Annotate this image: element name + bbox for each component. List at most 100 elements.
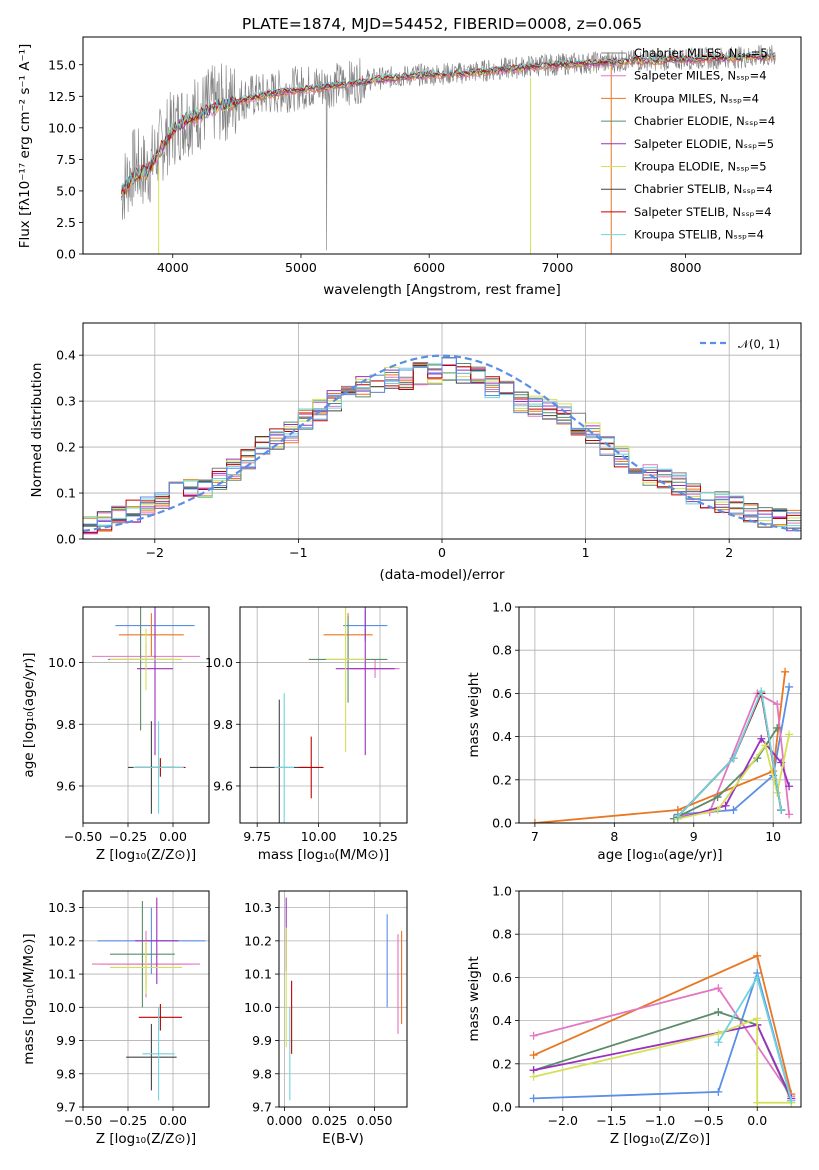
z-weight-ytick-label: 0.4 [492,1013,512,1028]
mass-age-xtick-label: 10.00 [301,829,337,844]
legend-entry: Kroupa MILES, Nₛₛₚ=4 [634,91,759,105]
z-weight-point-marker [714,1029,723,1038]
age-weight-point-marker [773,700,782,709]
residual-xtick-label: 1 [582,545,590,560]
legend-entry: Salpeter ELODIE, Nₛₛₚ=5 [634,137,774,151]
z-weight-point-marker [714,1038,723,1047]
z-age-ytick-label: 10.0 [48,655,76,670]
age-weight-xtick-label: 8 [610,829,618,844]
mass-age-ytick-label: 9.6 [213,778,233,793]
age-weight-point-marker [729,754,738,763]
age-weight-frame [518,606,802,824]
age-weight-point-marker [785,682,794,691]
gaussian-legend: 𝒩(0, 1) [700,337,780,351]
age-weight-xtick-label: 9 [690,829,698,844]
z-weight-xtick-label: −1.5 [596,1113,626,1128]
age-weight-xtick-label: 10 [765,829,781,844]
mass-age-frame [239,606,408,824]
spectrum-ylabel: Flux [fλ10⁻¹⁷ erg cm⁻² s⁻¹ A⁻¹] [17,44,33,249]
z-mass-ytick-label: 10.2 [48,933,76,948]
age-weight-series-line [673,727,778,820]
mass-age-xlabel: mass [log₁₀(M/M⊙)] [258,847,389,863]
ebv-mass-ytick-label: 9.9 [252,1033,272,1048]
legend-entry: Chabrier ELODIE, Nₛₛₚ=4 [634,114,775,128]
z-weight-point-marker [714,984,723,993]
z-age-xtick-label: −0.50 [64,829,102,844]
age-weight-ytick-label: 1.0 [492,600,512,615]
z-weight-ytick-label: 0.0 [492,1100,512,1115]
age-weight-series-line [677,687,782,818]
legend-entry: Salpeter STELIB, Nₛₛₚ=4 [634,205,772,219]
legend-entry: Chabrier MILES, Nₛₛₚ=5 [634,46,768,60]
age-weight-ytick-label: 0.4 [492,729,512,744]
gaussian-curve [83,354,801,532]
z-weight-frame [518,890,802,1108]
mass-age-xtick-label: 9.75 [243,829,271,844]
legend-entry: Kroupa STELIB, Nₛₛₚ=4 [634,228,764,242]
z-age-panel: −0.50 −0.25 0.00 9.6 9.8 10.0 Z [log₁₀(Z/Z⊙)] a… [21,606,210,863]
z-weight-point-marker [753,973,762,982]
age-weight-ytick-label: 0.2 [492,772,512,787]
z-weight-point-marker [753,1098,762,1107]
z-weight-point-marker [753,1014,762,1023]
age-weight-xlabel: age [log₁₀(age/yr)] [597,847,722,863]
age-weight-point-marker [785,730,794,739]
ebv-mass-ytick-label: 9.8 [252,1066,272,1081]
z-mass-ytick-label: 9.7 [56,1100,76,1115]
age-weight-ylabel: mass weight [466,672,482,757]
z-mass-errorbars [92,897,206,1101]
spectrum-xtick-label: 7000 [541,260,573,275]
z-age-xlabel: Z [log₁₀(Z/Z⊙)] [96,847,196,863]
residual-xtick-label: 2 [725,545,733,560]
z-weight-point-marker [714,1087,723,1096]
residual-ytick-label: 0.2 [56,440,76,455]
ebv-mass-ytick-label: 10.3 [244,900,272,915]
z-age-ylabel: age [log₁₀(age/yr)] [21,652,37,777]
ebv-mass-ytick-label: 9.7 [252,1100,272,1115]
residual-xlabel: (data-model)/error [379,567,505,583]
z-mass-ytick-label: 10.3 [48,900,76,915]
spectrum-panel: 4000 5000 6000 7000 8000 0.0 2.5 5.0 7.5 10.0 12.5… [17,15,802,298]
gaussian-legend-label: 𝒩(0, 1) [738,337,780,351]
age-weight-point-marker [757,687,766,696]
age-weight-point-marker [673,812,682,821]
mass-age-ytick-label: 9.8 [213,717,233,732]
spectrum-lines [121,44,776,254]
z-age-ytick-label: 9.6 [56,778,76,793]
z-age-xtick-label: 0.00 [159,829,187,844]
z-mass-xtick-label: −0.25 [109,1113,147,1128]
z-mass-ylabel: mass [log₁₀(M/M⊙)] [21,933,37,1064]
residual-xtick-label: 0 [438,545,446,560]
z-mass-ytick-label: 9.9 [56,1033,76,1048]
z-weight-point-marker [529,1051,538,1060]
z-weight-point-marker [753,951,762,960]
age-weight-ytick-label: 0.6 [492,686,512,701]
z-weight-xtick-label: 0.0 [747,1113,767,1128]
z-weight-ylabel: mass weight [466,956,482,1041]
spectrum-ytick-label: 5.0 [56,183,76,198]
age-weight-point-marker [785,810,794,819]
z-age-ytick-label: 9.8 [56,717,76,732]
mass-age-ytick-label: 10.0 [205,655,233,670]
residual-ylabel: Normed distribution [29,363,45,498]
ebv-mass-errorbars [285,897,403,1101]
z-weight-xlabel: Z [log₁₀(Z/Z⊙)] [610,1131,710,1147]
spectrum-legend: Chabrier MILES, Nₛₛₚ=5 Salpeter MILES, Nₛ… [601,46,775,242]
spectrum-xtick-label: 4000 [157,260,189,275]
residual-ytick-label: 0.4 [56,348,76,363]
z-mass-ytick-label: 10.0 [48,1000,76,1015]
z-mass-xtick-label: −0.50 [64,1113,102,1128]
residual-xtick-label: −2 [146,545,164,560]
ebv-mass-ytick-label: 10.1 [244,967,272,982]
z-weight-ytick-label: 1.0 [492,884,512,899]
mass-age-errorbars [249,607,400,823]
age-weight-panel: 7 8 9 10 0.0 0.2 0.4 0.6 0.8 1.0 age [log₁₀(age/yr… [466,600,802,863]
spectrum-xlabel: wavelength [Angstrom, rest frame] [323,282,561,298]
z-age-xtick-label: −0.25 [109,829,147,844]
spectrum-ytick-label: 7.5 [56,152,76,167]
age-weight-lines [530,667,794,823]
spectrum-xtick-label: 5000 [285,260,317,275]
residual-plot-area: −2 −1 0 1 2 0.0 0.1 0.2 0.3 0.4 [56,322,802,560]
spectrum-ytick-label: 0.0 [56,247,76,262]
age-weight-point-marker [761,741,770,750]
